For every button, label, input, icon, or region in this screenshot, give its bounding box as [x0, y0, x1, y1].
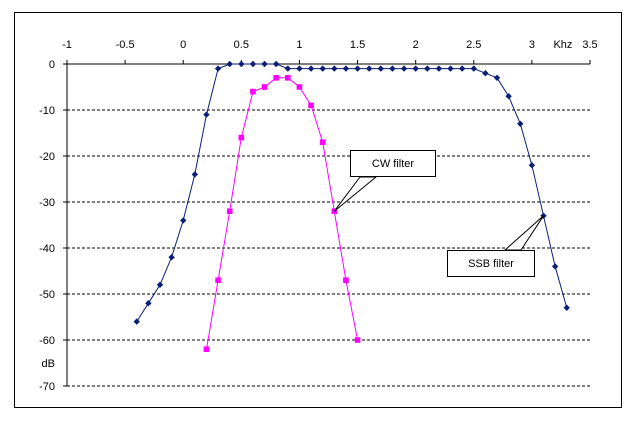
ssb-filter-point	[296, 65, 303, 72]
ssb-filter-point	[214, 65, 222, 72]
ssb-filter-point	[342, 65, 350, 72]
ssb-filter-point	[261, 60, 268, 68]
ssb-filter-point	[168, 254, 175, 261]
ssb-filter-point	[412, 65, 419, 72]
ssb-filter-point	[273, 60, 280, 68]
y-tick-label: -50	[39, 289, 55, 301]
cw-filter-point	[354, 337, 361, 343]
ssb-filter-point	[377, 65, 384, 72]
ssb-filter-point	[191, 171, 199, 178]
ssb-filter-point	[226, 60, 233, 68]
cw-filter-point	[250, 88, 256, 95]
y-tick-label: -30	[39, 197, 55, 209]
cw-filter-point	[203, 346, 210, 352]
y-tick-label: -60	[39, 335, 55, 347]
ssb-filter-point	[238, 60, 245, 68]
cw-filter-point	[261, 84, 268, 90]
cw-filter-point	[226, 208, 233, 214]
y-tick-label: -20	[39, 151, 55, 163]
x-tick-label: 1.5	[350, 39, 365, 51]
cw-filter-point	[319, 139, 326, 145]
ssb-filter-point	[563, 304, 570, 311]
ssb-filter-point	[435, 65, 443, 72]
x-axis-unit-label: Khz	[553, 39, 572, 51]
cw-filter-point	[273, 75, 279, 81]
ssb-filter-point	[458, 65, 466, 72]
cw-filter-point	[343, 277, 349, 283]
ssb-filter-point	[389, 65, 396, 72]
ssb-filter-point	[331, 65, 338, 72]
ssb-filter-point	[400, 65, 408, 72]
ssb-filter-callout-text: SSB filter	[468, 258, 514, 270]
y-axis-unit-label: dB	[42, 358, 55, 370]
ssb-filter-point	[482, 70, 489, 77]
cw-filter-point	[238, 134, 245, 141]
ssb-filter-point	[505, 93, 512, 100]
ssb-filter-point	[354, 65, 361, 72]
cw-filter-point	[296, 84, 303, 90]
ssb-filter-point	[307, 65, 315, 72]
ssb-filter-callout-pointer	[503, 215, 544, 251]
y-tick-label: -70	[39, 381, 55, 393]
x-tick-label: 3.5	[582, 39, 597, 51]
x-tick-label: 0	[180, 39, 186, 51]
cw-filter-point	[308, 102, 314, 109]
ssb-filter-point	[551, 263, 559, 270]
x-tick-label: 1	[296, 39, 302, 51]
ssb-filter-point	[249, 60, 257, 68]
ssb-filter-point	[447, 65, 454, 72]
ssb-filter-point	[528, 162, 536, 169]
ssb-filter-point	[517, 120, 524, 127]
ssb-filter-point	[493, 74, 501, 81]
cw-filter-callout-text: CW filter	[371, 158, 415, 170]
chart-frame	[14, 12, 622, 408]
ssb-filter-callout: SSB filter	[447, 250, 535, 277]
ssb-filter-point	[156, 281, 164, 288]
ssb-filter-point	[145, 300, 152, 307]
ssb-filter-point	[180, 217, 187, 224]
cw-filter-callout: CW filter	[350, 150, 436, 177]
y-tick-label: 0	[49, 59, 55, 71]
cw-filter-point	[285, 75, 291, 81]
x-tick-label: 3	[529, 39, 535, 51]
y-tick-label: -10	[39, 105, 55, 117]
ssb-filter-point	[133, 318, 140, 325]
series-line-cw	[206, 77, 359, 350]
cw-filter-callout-pointer	[333, 176, 378, 212]
ssb-filter-point	[424, 65, 431, 72]
x-tick-label: -1	[62, 39, 72, 51]
ssb-filter-point	[284, 65, 292, 72]
x-tick-label: 2	[413, 39, 419, 51]
ssb-filter-point	[319, 65, 326, 72]
ssb-filter-point	[365, 65, 373, 72]
cw-filter-point	[215, 277, 221, 283]
x-tick-label: -0.5	[116, 39, 135, 51]
y-tick-label: -40	[39, 243, 55, 255]
x-tick-label: 2.5	[466, 39, 481, 51]
ssb-filter-point	[203, 111, 210, 118]
ssb-filter-point	[470, 65, 477, 72]
x-tick-label: 0.5	[234, 39, 249, 51]
